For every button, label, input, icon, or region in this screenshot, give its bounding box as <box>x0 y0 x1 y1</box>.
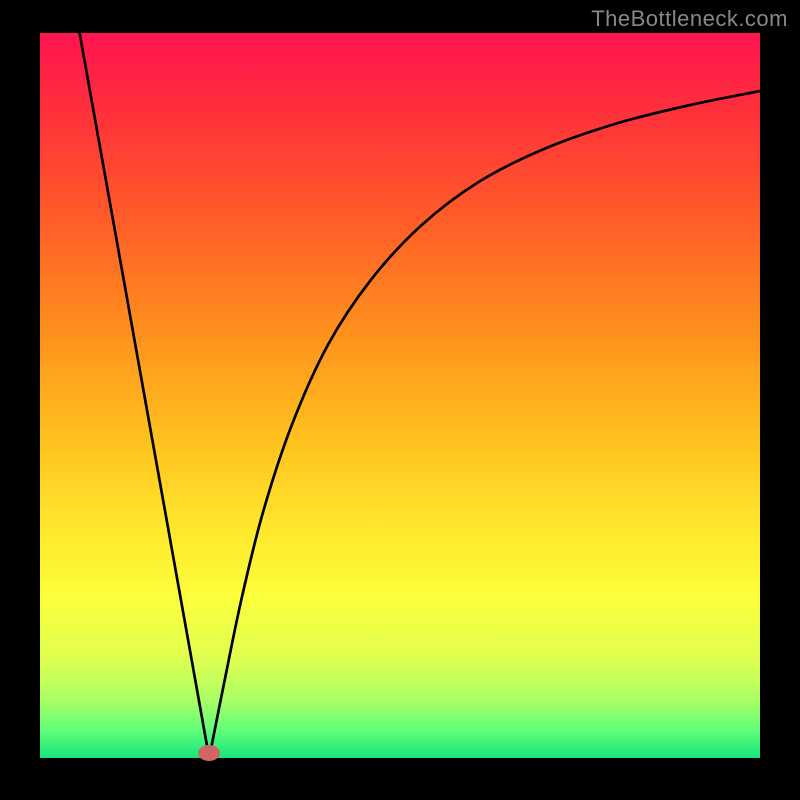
curve-path <box>80 33 760 758</box>
curve-layer <box>40 33 760 758</box>
watermark-text: TheBottleneck.com <box>591 6 788 32</box>
minimum-marker <box>198 745 220 761</box>
plot-area <box>40 33 760 758</box>
chart-root: TheBottleneck.com <box>0 0 800 800</box>
